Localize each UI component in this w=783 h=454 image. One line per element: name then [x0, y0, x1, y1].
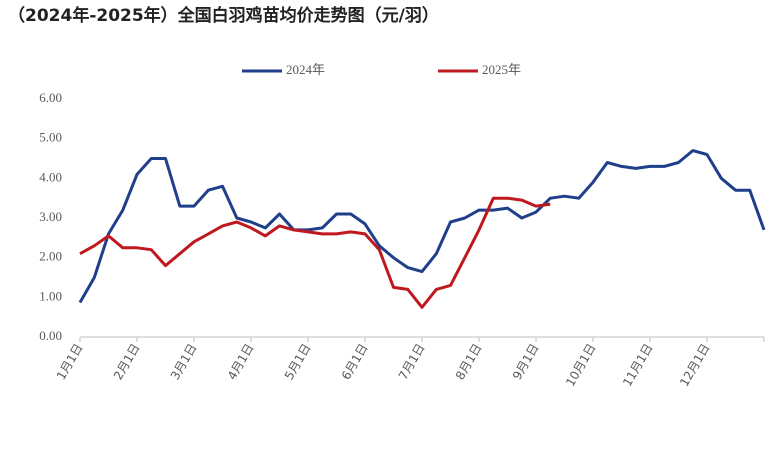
x-tick-label: 7月1日 — [396, 341, 428, 382]
chart-title: （2024年-2025年）全国白羽鸡苗均价走势图（元/羽） — [8, 5, 439, 26]
x-tick-label: 9月1日 — [510, 341, 542, 382]
x-tick-label: 8月1日 — [453, 341, 485, 382]
y-tick-label: 1.00 — [39, 288, 62, 303]
y-tick-label: 0.00 — [39, 328, 62, 343]
y-tick-label: 3.00 — [39, 209, 62, 224]
x-tick-label: 1月1日 — [54, 341, 86, 382]
series-line — [79, 196, 551, 309]
x-tick-label: 4月1日 — [225, 341, 257, 382]
legend-label: 2024年 — [286, 62, 325, 77]
x-tick-label: 2月1日 — [111, 341, 143, 382]
y-tick-label: 2.00 — [39, 249, 62, 264]
x-tick-label: 5月1日 — [282, 341, 314, 382]
legend-label: 2025年 — [482, 62, 521, 77]
y-tick-label: 6.00 — [39, 90, 62, 105]
x-tick-label: 11月1日 — [620, 341, 656, 389]
y-tick-label: 5.00 — [39, 130, 62, 145]
y-tick-label: 4.00 — [39, 169, 62, 184]
x-tick-label: 12月1日 — [677, 341, 713, 389]
x-tick-label: 3月1日 — [168, 341, 200, 382]
x-tick-label: 10月1日 — [563, 341, 599, 389]
series-line — [78, 149, 766, 304]
x-tick-label: 6月1日 — [339, 341, 371, 382]
